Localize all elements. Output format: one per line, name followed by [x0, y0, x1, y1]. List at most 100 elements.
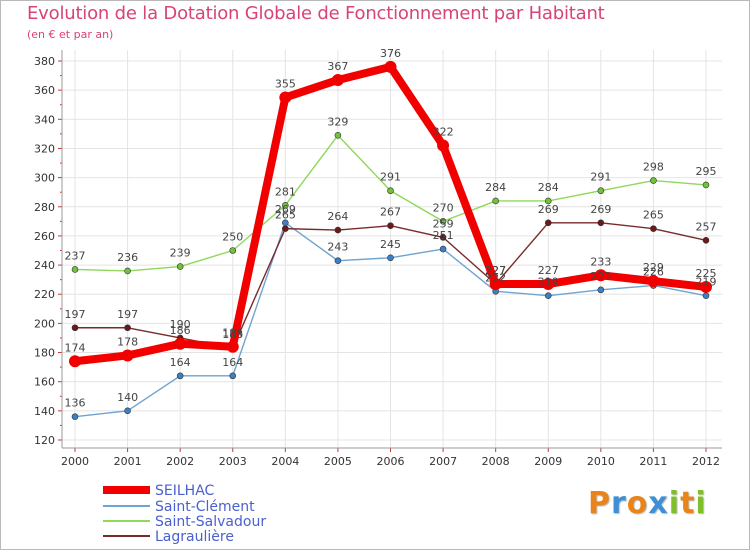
- data-point: [702, 292, 710, 299]
- data-point: [334, 257, 342, 265]
- legend-label: Saint-Clément: [155, 499, 255, 515]
- x-tick-label: 2008: [482, 455, 510, 468]
- data-point: [544, 219, 552, 227]
- y-tick-label: 380: [34, 55, 55, 68]
- data-point: [647, 275, 660, 288]
- data-label: 227: [485, 264, 506, 277]
- data-label: 225: [696, 267, 717, 280]
- data-point: [489, 278, 502, 291]
- data-point: [174, 337, 187, 350]
- data-point: [71, 413, 79, 420]
- y-tick-label: 260: [34, 230, 55, 243]
- data-label: 222: [485, 271, 506, 284]
- logo-letter: i: [668, 486, 681, 521]
- data-label: 250: [222, 231, 243, 244]
- data-point: [124, 324, 131, 332]
- data-point: [650, 177, 657, 184]
- x-tick-label: 2003: [219, 455, 247, 468]
- data-label: 295: [696, 165, 717, 178]
- data-point: [702, 236, 710, 244]
- data-label: 136: [65, 397, 86, 410]
- x-tick-label: 2009: [534, 455, 562, 468]
- legend-label: Lagraulière: [155, 529, 234, 545]
- data-label: 367: [327, 60, 348, 73]
- data-label: 197: [117, 308, 138, 321]
- x-tick-label: 2002: [166, 455, 194, 468]
- logo-letter: r: [611, 486, 627, 521]
- data-point: [437, 139, 450, 152]
- x-tick-label: 2004: [271, 455, 299, 468]
- data-point: [542, 278, 555, 291]
- axes: 120 140 160 180 200 220 240 260 280 300 320 340 360 3…: [34, 50, 722, 468]
- data-label: 183: [222, 328, 243, 341]
- data-point: [387, 254, 394, 262]
- data-label: 322: [433, 126, 454, 139]
- chart-subtitle: (en € et par an): [27, 28, 114, 41]
- data-label: 267: [380, 206, 401, 219]
- data-label: 251: [433, 229, 454, 242]
- data-label: 219: [696, 276, 717, 289]
- data-point: [176, 263, 184, 270]
- data-label: 178: [117, 335, 138, 348]
- data-point: [71, 324, 79, 332]
- y-tick-label: 180: [34, 347, 55, 360]
- legend-label: Saint-Salvadour: [155, 514, 266, 530]
- data-label: 355: [275, 77, 296, 90]
- y-tick-label: 240: [34, 259, 55, 272]
- data-label: 227: [538, 264, 559, 277]
- logo-letter: o: [626, 486, 649, 521]
- data-label: 237: [65, 249, 86, 262]
- data-point: [387, 187, 394, 195]
- data-label: 197: [65, 308, 86, 321]
- y-tick-label: 160: [34, 376, 55, 389]
- data-point: [229, 247, 237, 254]
- data-label: 264: [327, 210, 348, 223]
- data-label: 233: [590, 255, 611, 268]
- data-point: [229, 372, 237, 380]
- data-point: [384, 60, 397, 73]
- data-point: [71, 266, 79, 273]
- data-point: [597, 219, 605, 227]
- data-point: [176, 372, 184, 380]
- data-label: 265: [275, 209, 296, 222]
- data-point: [331, 73, 344, 86]
- data-point: [702, 181, 710, 189]
- data-point: [387, 222, 394, 230]
- data-point: [439, 234, 447, 241]
- data-label: 223: [590, 270, 611, 283]
- x-tick-label: 2007: [429, 455, 457, 468]
- data-point: [544, 197, 552, 205]
- y-tick-label: 200: [34, 317, 55, 330]
- data-label: 186: [170, 324, 191, 337]
- data-label: 164: [222, 356, 243, 369]
- y-tick-label: 120: [34, 434, 55, 447]
- data-point: [124, 267, 131, 275]
- x-tick-label: 2011: [639, 455, 667, 468]
- data-point: [700, 280, 712, 293]
- logo-letter: P: [588, 486, 611, 521]
- data-point: [492, 197, 499, 205]
- data-point: [69, 355, 81, 368]
- data-label: 291: [590, 171, 611, 184]
- x-tick-label: 2006: [377, 455, 405, 468]
- data-label: 298: [643, 161, 664, 174]
- y-tick-label: 140: [34, 405, 55, 418]
- data-point: [597, 286, 605, 294]
- data-point: [282, 225, 289, 232]
- y-tick-label: 280: [34, 201, 55, 214]
- data-label: 259: [433, 217, 454, 230]
- y-tick-label: 300: [34, 172, 55, 185]
- data-label: 243: [327, 241, 348, 254]
- y-tick-label: 360: [34, 84, 55, 97]
- data-point: [282, 202, 289, 209]
- y-tick-label: 340: [34, 113, 55, 126]
- logo-letter: t: [680, 486, 696, 521]
- data-point: [597, 187, 605, 195]
- data-label: 219: [538, 276, 559, 289]
- data-label: 236: [117, 251, 138, 264]
- data-label: 226: [643, 265, 664, 278]
- data-label: 229: [643, 261, 664, 274]
- x-tick-label: 2012: [692, 455, 720, 468]
- data-label: 140: [117, 391, 138, 404]
